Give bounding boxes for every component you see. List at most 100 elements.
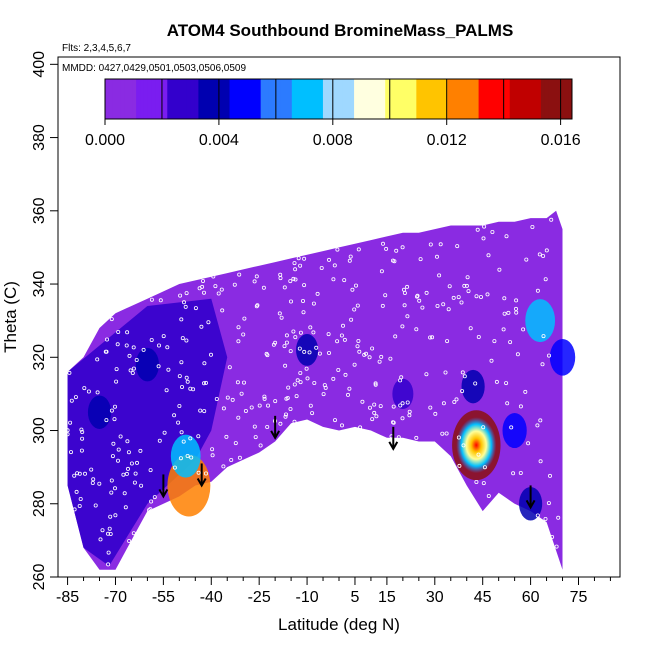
sample-point bbox=[77, 503, 82, 508]
sample-point bbox=[235, 380, 240, 385]
sample-point bbox=[336, 367, 341, 372]
sample-point bbox=[514, 298, 519, 303]
y-axis-label: Theta (C) bbox=[1, 281, 20, 353]
sample-point bbox=[236, 339, 241, 344]
sample-point bbox=[262, 396, 267, 401]
sample-point bbox=[460, 389, 465, 394]
sample-point bbox=[291, 329, 296, 334]
sample-point bbox=[454, 397, 459, 402]
sample-point bbox=[185, 379, 190, 384]
sample-point bbox=[400, 324, 405, 329]
x-tick-label: 45 bbox=[474, 589, 492, 606]
sample-point bbox=[98, 537, 103, 542]
sample-point bbox=[315, 291, 320, 296]
colorbar-cell bbox=[455, 79, 460, 119]
colorbar-cell bbox=[498, 79, 503, 119]
sample-point bbox=[441, 302, 446, 307]
sample-point bbox=[396, 435, 401, 440]
sample-point bbox=[109, 478, 114, 483]
sample-point bbox=[286, 385, 291, 390]
sample-point bbox=[305, 376, 310, 381]
colorbar-cell bbox=[424, 79, 429, 119]
colorbar-cell bbox=[225, 79, 231, 119]
sample-point bbox=[86, 389, 91, 394]
sample-point bbox=[108, 514, 113, 519]
colorbar-cell bbox=[175, 79, 180, 119]
sample-point bbox=[206, 320, 211, 325]
sample-point bbox=[72, 473, 77, 478]
sample-point bbox=[405, 314, 410, 319]
sample-point bbox=[548, 473, 553, 478]
sample-point bbox=[347, 258, 352, 263]
colorbar-cell bbox=[369, 79, 375, 119]
sample-point bbox=[482, 224, 487, 229]
sample-point bbox=[180, 336, 185, 341]
sample-point bbox=[486, 253, 491, 258]
sample-point bbox=[356, 338, 361, 343]
colorbar-cell bbox=[322, 79, 328, 119]
sample-point bbox=[230, 397, 235, 402]
hotspot bbox=[87, 395, 112, 429]
sample-point bbox=[196, 470, 201, 475]
colorbar-cell bbox=[560, 79, 565, 119]
sample-point bbox=[292, 419, 297, 424]
sample-point bbox=[466, 289, 471, 294]
sample-point bbox=[308, 403, 313, 408]
sample-point bbox=[95, 390, 100, 395]
sample-point bbox=[283, 363, 288, 368]
sample-point bbox=[118, 434, 123, 439]
sample-point bbox=[302, 349, 307, 354]
sample-point bbox=[164, 388, 169, 393]
sample-point bbox=[370, 417, 375, 422]
sample-point bbox=[109, 490, 114, 495]
sample-point bbox=[200, 278, 205, 283]
colorbar-cell bbox=[486, 79, 491, 119]
sample-point bbox=[80, 429, 85, 434]
sample-point bbox=[177, 374, 182, 379]
sample-point bbox=[379, 354, 384, 359]
sample-point bbox=[476, 452, 481, 457]
sample-point bbox=[379, 269, 384, 274]
sample-point bbox=[461, 443, 466, 448]
colorbar-cell bbox=[533, 79, 538, 119]
colorbar-cell bbox=[245, 79, 250, 119]
x-tick-label: -25 bbox=[248, 589, 271, 606]
sample-point bbox=[378, 404, 383, 409]
sample-point bbox=[193, 306, 198, 311]
sample-point bbox=[293, 267, 298, 272]
sample-point bbox=[124, 471, 129, 476]
sample-point bbox=[177, 403, 182, 408]
sample-point bbox=[473, 381, 478, 386]
colorbar-cell bbox=[210, 79, 215, 119]
sample-point bbox=[556, 515, 561, 520]
sample-point bbox=[550, 535, 555, 540]
sample-point bbox=[353, 283, 358, 288]
sample-point bbox=[319, 265, 324, 270]
sample-point bbox=[518, 470, 523, 475]
sample-point bbox=[121, 472, 126, 477]
sample-point bbox=[326, 350, 331, 355]
colorbar-cell bbox=[248, 79, 254, 119]
colorbar-cell bbox=[357, 79, 363, 119]
sample-point bbox=[310, 411, 315, 416]
colorbar-cell bbox=[264, 79, 269, 119]
colorbar-cell bbox=[431, 79, 437, 119]
colorbar-cell bbox=[147, 79, 153, 119]
sample-point bbox=[242, 316, 247, 321]
sample-point bbox=[114, 367, 119, 372]
sample-point bbox=[68, 420, 73, 425]
sample-point bbox=[317, 351, 322, 356]
sample-point bbox=[298, 263, 303, 268]
sample-point bbox=[126, 450, 131, 455]
sample-point bbox=[288, 279, 293, 284]
sample-point bbox=[112, 417, 117, 422]
sample-point bbox=[219, 287, 224, 292]
sample-point bbox=[292, 261, 297, 266]
sample-point bbox=[295, 378, 300, 383]
y-tick-label: 300 bbox=[31, 417, 48, 444]
sample-point bbox=[188, 386, 193, 391]
sample-point bbox=[109, 317, 114, 322]
sample-point bbox=[307, 350, 312, 355]
sample-point bbox=[72, 507, 77, 512]
sample-point bbox=[109, 408, 114, 413]
